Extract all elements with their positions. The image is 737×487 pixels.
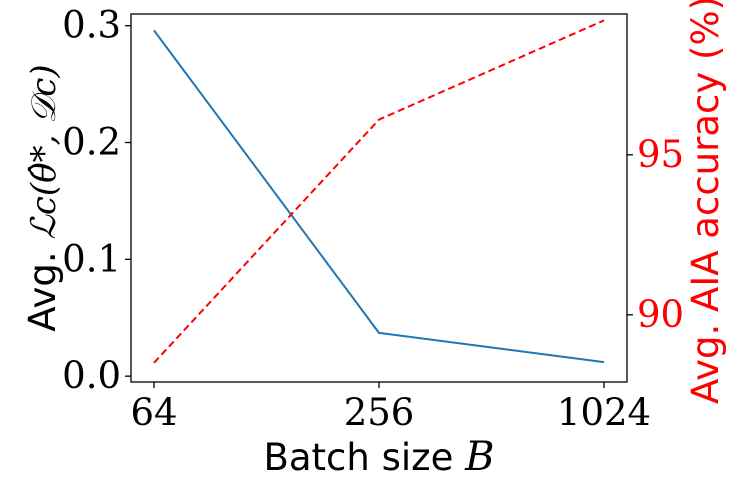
left-y-axis-label: Avg. ℒc(θ̂*, 𝒟c) [21, 64, 64, 331]
left-tick-label: 0.3 [62, 4, 121, 47]
right-tick-label: 95 [637, 133, 684, 176]
series-line-right-axis [153, 19, 605, 364]
right-tick-label: 90 [637, 293, 684, 336]
left-tick-label: 0.0 [62, 354, 121, 397]
left-tick-label: 0.1 [62, 237, 121, 280]
plot-frame [130, 13, 628, 383]
x-tick-label: 64 [130, 391, 177, 434]
x-tick-label: 256 [344, 391, 415, 434]
left-y-axis: 0.0 0.1 0.2 0.3 [62, 4, 131, 397]
left-tick-label: 0.2 [62, 121, 121, 164]
right-y-axis: 90 95 [627, 133, 684, 336]
x-tick-label: 1024 [557, 391, 651, 434]
series-layer [153, 19, 605, 364]
series-line-left-axis [153, 29, 605, 364]
x-axis: 64 256 1024 [130, 382, 651, 434]
x-axis-label: Batch size B [263, 434, 494, 480]
right-y-axis-label: Avg. AIA accuracy (%) [684, 0, 727, 404]
